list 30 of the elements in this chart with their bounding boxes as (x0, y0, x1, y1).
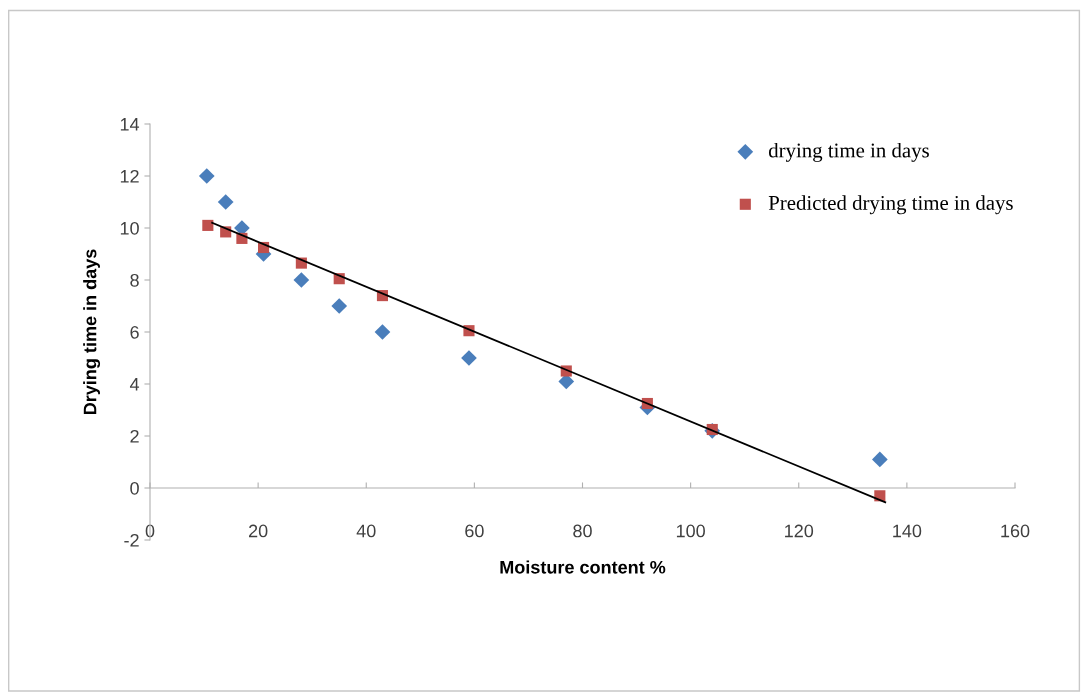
y-tick-label: 0 (130, 481, 139, 495)
y-tick-label: 8 (130, 273, 139, 287)
x-tick-label: 20 (248, 524, 268, 538)
y-tick-label: 10 (120, 221, 139, 235)
x-tick-label: 0 (145, 524, 155, 538)
point (202, 219, 214, 231)
legend-label: Predicted drying time in days (768, 195, 1013, 215)
point (331, 298, 348, 314)
point (198, 168, 215, 184)
legend-label: drying time in days (768, 142, 929, 162)
point (293, 272, 310, 288)
y-tick-label: -2 (124, 533, 139, 547)
x-tick-label: 160 (1001, 524, 1030, 538)
point (461, 350, 477, 366)
x-tick-label: 40 (356, 524, 376, 538)
point (217, 194, 234, 210)
x-tick-label: 100 (676, 524, 705, 538)
y-tick-label: 14 (120, 118, 140, 131)
y-tick-label: 6 (130, 325, 139, 339)
x-tick-label: 80 (573, 524, 592, 538)
x-axis-title: Moisture content % (500, 560, 666, 574)
y-tick-label: 2 (130, 429, 139, 443)
x-tick-label: 120 (785, 524, 814, 538)
point (871, 451, 888, 468)
y-tick-label: 4 (129, 378, 140, 391)
x-tick-label: 60 (465, 524, 484, 538)
point (374, 324, 391, 340)
y-axis-title: Drying time in days (83, 249, 101, 415)
x-tick-label: 140 (893, 524, 922, 538)
y-tick-label: 12 (120, 169, 139, 183)
